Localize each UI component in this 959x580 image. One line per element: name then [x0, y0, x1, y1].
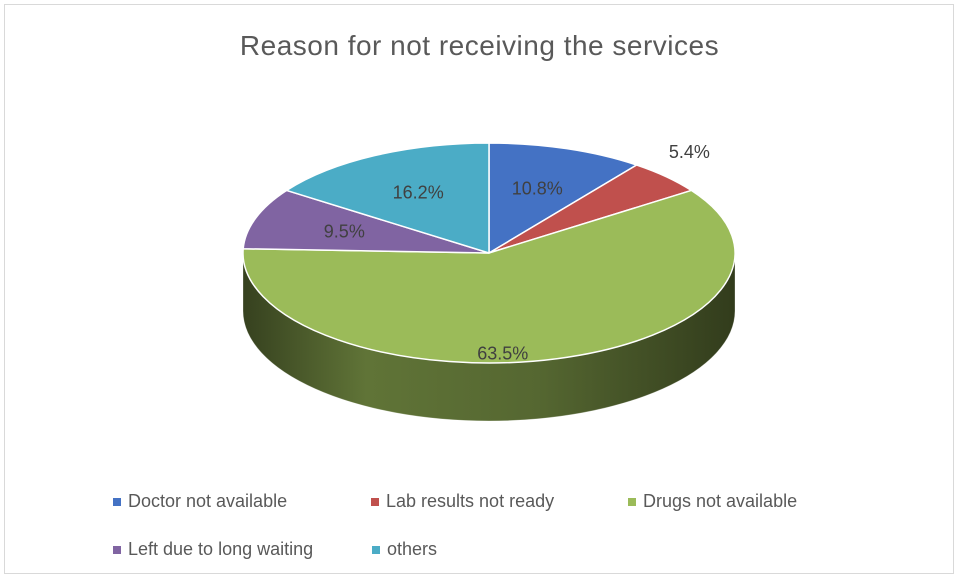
legend-swatch	[113, 545, 121, 554]
legend-label: Doctor not available	[128, 491, 288, 511]
legend-item-lab-results-not-ready: Lab results not ready	[371, 491, 554, 512]
data-label-others: 16.2%	[393, 183, 444, 203]
data-label-drugs-not-available: 63.5%	[477, 343, 528, 363]
data-label-left-due-to-long-waiting: 9.5%	[324, 221, 365, 241]
data-label-doctor-not-available: 10.8%	[512, 178, 563, 198]
legend-item-others: others	[372, 539, 437, 560]
pie-slice-doctor-not-available	[488, 142, 638, 254]
legend-swatch	[113, 497, 121, 506]
pie-top-faces	[242, 142, 736, 364]
legend-item-drugs-not-available: Drugs not available	[628, 491, 797, 512]
pie-slice-left-due-to-long-waiting	[242, 189, 490, 254]
legend-item-left-due-to-long-waiting: Left due to long waiting	[113, 539, 313, 560]
legend-label: Left due to long waiting	[128, 539, 314, 559]
legend-label: others	[387, 539, 438, 559]
legend-label: Lab results not ready	[386, 491, 555, 511]
data-label-lab-results-not-ready: 5.4%	[669, 142, 710, 162]
legend-item-doctor-not-available: Doctor not available	[113, 491, 287, 512]
chart-title: Reason for not receiving the services	[239, 30, 720, 61]
pie-data-labels: 10.8% 5.4% 63.5% 9.5% 16.2%	[324, 142, 710, 363]
legend-swatch	[372, 545, 380, 554]
legend-swatch	[371, 497, 379, 506]
pie-slice-others	[285, 142, 490, 254]
legend-label: Drugs not available	[643, 491, 798, 511]
legend-swatch	[628, 497, 636, 506]
pie-slice-drugs-not-available	[242, 189, 736, 364]
